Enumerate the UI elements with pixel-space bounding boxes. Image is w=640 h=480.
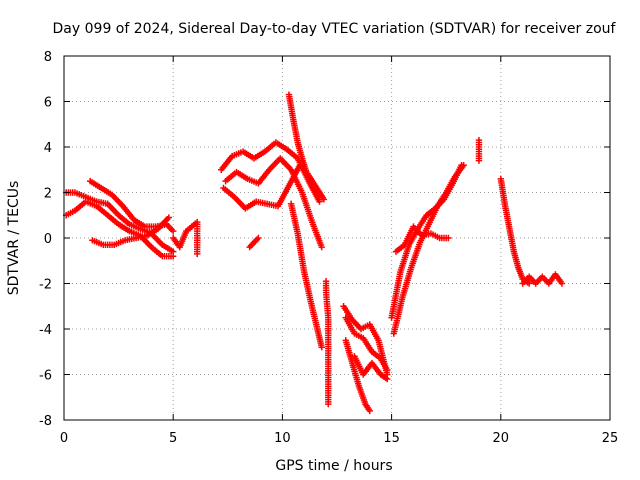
y-tick-label: -4 <box>39 323 52 338</box>
x-tick-label: 15 <box>383 431 400 446</box>
data-point-track-s <box>445 234 452 242</box>
x-tick-label: 10 <box>274 431 291 446</box>
x-tick-label: 20 <box>493 431 510 446</box>
data-point-track-p <box>384 375 391 383</box>
y-tick-label: 4 <box>44 141 52 156</box>
x-tick-label: 5 <box>169 431 177 446</box>
data-point-track-c <box>170 227 177 235</box>
data-point-track-e <box>194 250 201 258</box>
axis-ticks <box>63 55 611 421</box>
x-tick-label: 25 <box>602 431 619 446</box>
x-tick-label: 0 <box>60 431 68 446</box>
data-marks <box>62 91 566 415</box>
y-tick-label: -8 <box>39 414 52 429</box>
data-point-track-o <box>366 407 373 415</box>
data-point-track-f <box>316 198 323 205</box>
y-tick-label: -2 <box>39 278 52 293</box>
data-point-track-l <box>325 400 332 408</box>
data-point-track-i <box>255 234 262 242</box>
chart-title: Day 099 of 2024, Sidereal Day-to-day VTE… <box>53 21 617 37</box>
x-axis-label: GPS time / hours <box>275 458 392 474</box>
data-point-track-n <box>384 366 391 374</box>
data-point-track-d <box>165 214 173 221</box>
y-tick-label: 8 <box>44 50 52 65</box>
data-point-track-j <box>320 196 328 203</box>
data-point-track-u <box>525 280 533 287</box>
data-point-track-t <box>475 157 483 164</box>
data-point-track-r <box>460 162 467 169</box>
y-axis-label: SDTVAR / TECUs <box>6 181 22 296</box>
y-tick-label: -6 <box>39 369 52 384</box>
y-tick-label: 2 <box>44 187 52 202</box>
data-point-track-b <box>170 253 177 260</box>
data-point-track-k <box>318 344 325 351</box>
grid-layer <box>64 56 610 420</box>
y-tick-label: 6 <box>44 96 52 111</box>
data-point-track-h <box>318 243 325 251</box>
y-tick-label: 0 <box>44 232 52 247</box>
data-point-track-v <box>558 280 566 287</box>
